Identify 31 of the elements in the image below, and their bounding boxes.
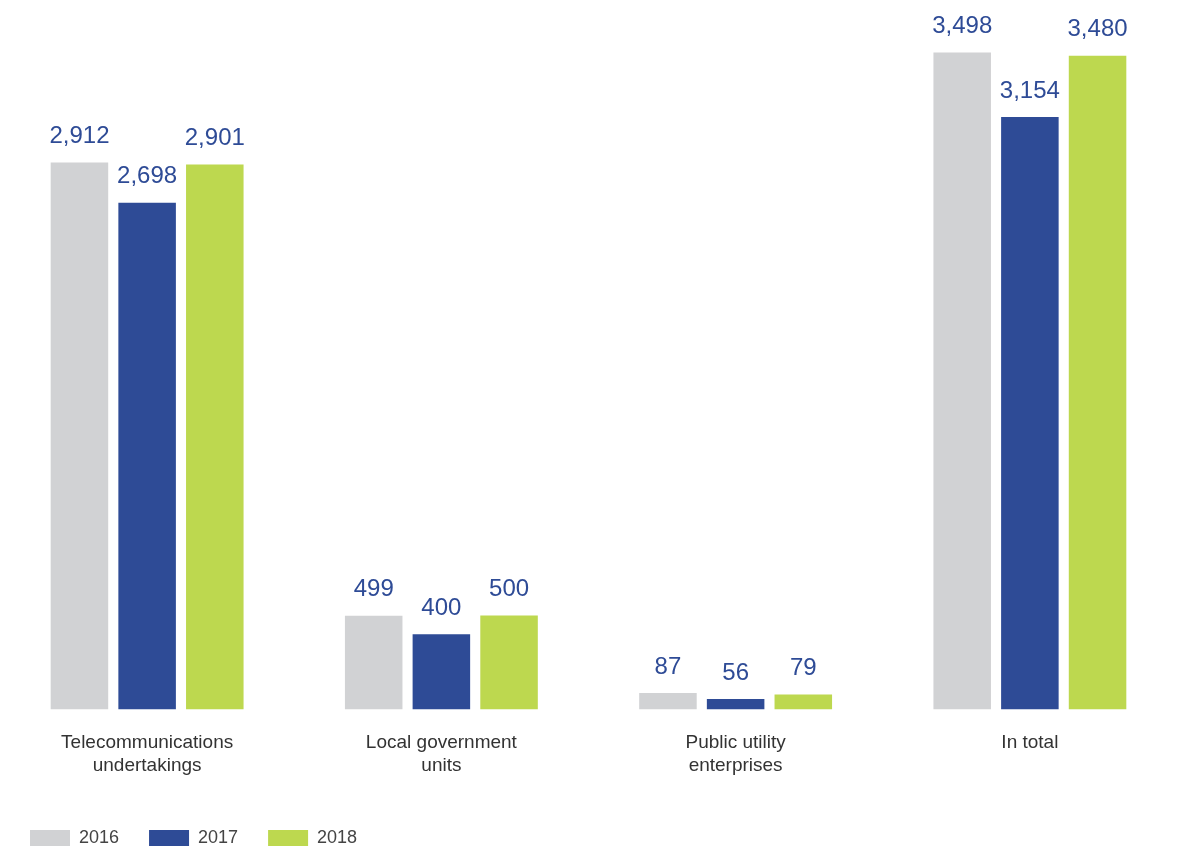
- data-label: 87: [654, 651, 682, 679]
- bar: [1001, 116, 1059, 710]
- data-label: 2,698: [117, 161, 178, 189]
- data-label: 499: [353, 574, 394, 602]
- x-tick-label: Telecommunications undertakings: [61, 731, 234, 775]
- data-label: 500: [489, 574, 530, 602]
- legend-label: 2017: [198, 826, 239, 847]
- data-label: 56: [722, 657, 749, 685]
- bar: [480, 615, 538, 710]
- bar: [933, 52, 991, 710]
- x-tick-label: Public utility enterprises: [685, 731, 787, 775]
- data-label: 3,498: [932, 11, 993, 38]
- bar: [412, 634, 471, 710]
- bar: [1068, 55, 1127, 710]
- data-label: 3,480: [1067, 14, 1128, 42]
- data-label: 3,154: [999, 75, 1060, 103]
- bar: [50, 162, 109, 710]
- x-tick-label: Local government units: [365, 731, 518, 775]
- bar: [706, 698, 765, 710]
- bar: [186, 164, 244, 710]
- legend-label: 2016: [79, 826, 120, 847]
- data-label: 2,901: [184, 123, 245, 151]
- data-label: 79: [789, 653, 817, 681]
- data-label: 400: [421, 592, 462, 620]
- bar: [344, 615, 403, 710]
- bar: [118, 202, 176, 710]
- bar: [774, 694, 833, 710]
- x-tick-label: In total: [1001, 731, 1059, 753]
- legend-label: 2018: [317, 826, 358, 847]
- bar: [639, 693, 697, 710]
- data-label: 2,912: [49, 121, 110, 149]
